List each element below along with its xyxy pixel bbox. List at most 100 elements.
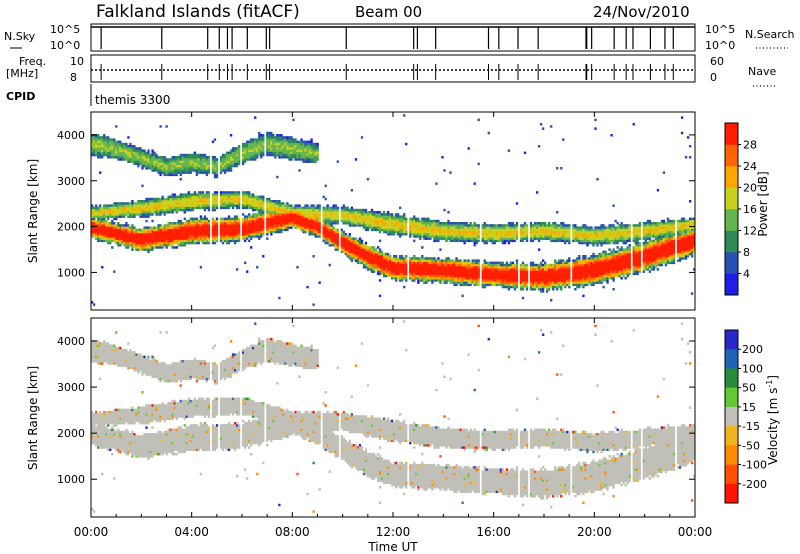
power-cell [211, 195, 215, 199]
power-cell [113, 140, 116, 144]
power-cell [252, 213, 255, 216]
power-cell [308, 230, 311, 234]
power-cell [254, 204, 257, 207]
power-cell [167, 206, 170, 210]
power-cell [179, 235, 182, 238]
power-cell [197, 219, 201, 223]
power-cell [266, 200, 269, 203]
power-cell [129, 235, 132, 238]
power-cell [181, 224, 184, 227]
power-cell [300, 222, 303, 225]
power-cell [101, 142, 104, 146]
power-cell [471, 279, 474, 282]
power-cell [135, 211, 138, 214]
power-cell [298, 149, 301, 152]
power-cell [185, 195, 188, 199]
power-cell [123, 208, 126, 212]
power-cell [366, 266, 370, 269]
power-cell [227, 237, 231, 240]
power-cell [294, 138, 297, 141]
power-cell [246, 237, 249, 240]
power-cell [358, 237, 362, 240]
power-cell [237, 160, 241, 163]
power-cell [455, 235, 458, 238]
power-cell [393, 261, 396, 265]
power-cell [97, 142, 100, 146]
power-cell [121, 202, 124, 205]
power-cell [284, 147, 287, 150]
power-cell [431, 228, 434, 232]
power-cell [467, 230, 470, 234]
power-cell [223, 156, 227, 159]
power-cell [149, 241, 152, 245]
power-cell [336, 228, 339, 232]
power-cell [262, 215, 265, 218]
power-cell [95, 140, 98, 144]
power-cell [362, 222, 366, 225]
power-cell [117, 239, 120, 243]
power-cell [425, 270, 428, 273]
power-cell [495, 279, 498, 282]
power-cell [322, 206, 325, 210]
power-cell [159, 125, 162, 128]
power-cell [499, 239, 503, 243]
power-cell [139, 204, 142, 207]
power-cell [449, 272, 452, 276]
power-cell [401, 259, 404, 262]
power-cell [211, 239, 215, 243]
power-cell [499, 283, 503, 287]
power-cell [411, 266, 414, 269]
power-cell [231, 204, 235, 207]
power-cell [423, 235, 426, 238]
power-cell [471, 274, 474, 278]
power-cell [97, 222, 100, 225]
power-cell [290, 153, 293, 157]
power-cell [513, 228, 517, 232]
power-cell [380, 217, 384, 221]
power-cell [169, 224, 172, 227]
power-cell [115, 147, 118, 150]
power-cell [258, 136, 261, 139]
power-cell [292, 147, 295, 150]
power-cell [159, 160, 162, 163]
power-cell [280, 136, 283, 139]
power-cell [487, 228, 490, 232]
power-cell [151, 204, 154, 207]
power-cell [473, 233, 476, 236]
power-cell [189, 217, 192, 221]
power-cell [356, 211, 360, 214]
power-cell [487, 237, 490, 240]
power-cell [101, 239, 104, 243]
power-cell [409, 235, 412, 238]
power-cell [107, 213, 110, 216]
power-cell [274, 140, 277, 144]
power-cell [324, 219, 327, 223]
power-cell [205, 200, 209, 203]
power-cell [91, 235, 94, 238]
power-cell [268, 206, 271, 210]
power-cell [260, 140, 263, 144]
power-cell [296, 142, 299, 146]
power-cell [113, 142, 116, 146]
power-cell [191, 226, 194, 229]
power-cell [151, 219, 154, 223]
power-cell [378, 222, 382, 225]
power-cell [191, 237, 194, 240]
power-cell [141, 239, 144, 243]
power-cell [205, 197, 209, 201]
power-cell [360, 246, 364, 249]
power-cell [413, 279, 416, 282]
power-cell [296, 140, 299, 144]
power-cell [294, 147, 297, 150]
power-cell [511, 274, 515, 278]
power-cell [211, 228, 215, 232]
power-cell [235, 164, 239, 168]
power-cell [395, 268, 398, 271]
power-cell [393, 224, 396, 227]
power-cell [262, 200, 265, 203]
power-cell [435, 182, 438, 185]
power-cell [433, 259, 436, 262]
power-cell [314, 224, 317, 227]
power-cell [197, 164, 201, 168]
power-cell [403, 261, 406, 265]
